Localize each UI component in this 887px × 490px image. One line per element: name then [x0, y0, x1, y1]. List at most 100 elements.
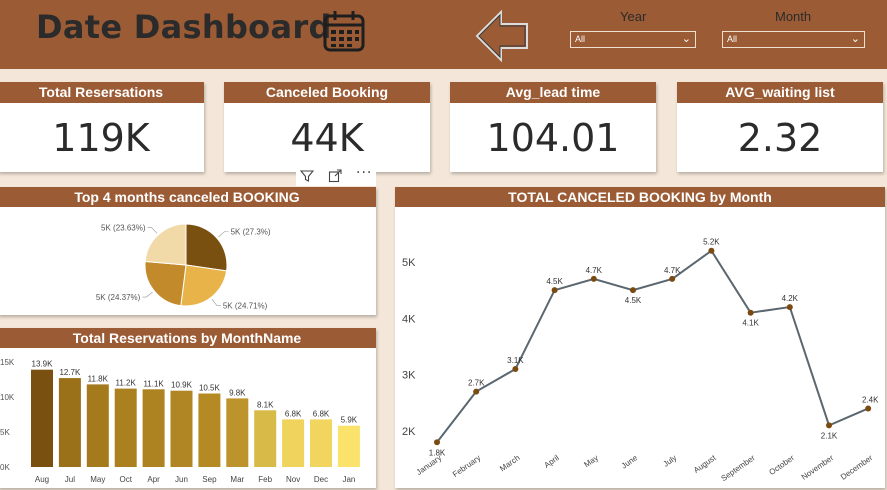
- bar-data-label: 8.1K: [257, 400, 274, 409]
- x-tick-label: August: [692, 453, 718, 475]
- series-line: [436, 249, 869, 443]
- bar[interactable]: [114, 388, 137, 467]
- pie-leader-line: [147, 227, 158, 234]
- bar[interactable]: [198, 393, 221, 468]
- point-data-label: 2.4K: [862, 395, 879, 404]
- pie-leader-line: [142, 291, 153, 298]
- back-arrow-icon[interactable]: [475, 10, 529, 62]
- point-data-label: 2.7K: [468, 379, 485, 388]
- pie-leader-line: [211, 299, 221, 306]
- year-slicer-value: All: [575, 34, 586, 44]
- header-bar: Date Dashboard Year All ⌄ Month All ⌄: [0, 0, 887, 69]
- x-tick-label: February: [451, 453, 482, 479]
- x-tick-label: Aug: [35, 475, 49, 484]
- bar[interactable]: [58, 378, 81, 467]
- bar[interactable]: [337, 425, 360, 467]
- pie-slice-label: 5K (24.71%): [223, 302, 268, 311]
- point-data-label: 4.5K: [625, 296, 642, 305]
- x-tick-label: April: [542, 453, 560, 470]
- point-data-label: 1.8K: [429, 448, 446, 457]
- x-tick-label: Jun: [175, 475, 188, 484]
- bar-data-label: 10.5K: [199, 384, 221, 393]
- kpi-value: 2.32: [737, 116, 823, 160]
- bar[interactable]: [226, 398, 249, 467]
- line-chart: 5K4K3K2K1.8KJanuary2.7KFebruary3.1KMarch…: [402, 238, 879, 483]
- point-data-label: 3.1K: [507, 356, 524, 365]
- line-point[interactable]: [826, 422, 832, 429]
- bar-chart-title: Total Reservations by MonthName: [0, 328, 376, 348]
- x-tick-label: November: [800, 453, 836, 482]
- line-point[interactable]: [669, 275, 676, 282]
- bar-data-label: 6.8K: [313, 409, 330, 418]
- y-tick-label: 4K: [402, 313, 416, 325]
- line-point[interactable]: [590, 275, 597, 282]
- calendar-icon: [323, 11, 365, 52]
- visual-header-toolbar: ···: [296, 165, 376, 186]
- bar[interactable]: [142, 389, 165, 467]
- month-slicer[interactable]: All ⌄: [722, 31, 865, 48]
- x-tick-label: Oct: [119, 475, 132, 484]
- focus-mode-icon[interactable]: [328, 169, 342, 183]
- y-tick-label: 0K: [0, 463, 10, 472]
- point-data-label: 5.2K: [703, 238, 720, 247]
- bar[interactable]: [282, 419, 305, 467]
- x-tick-label: May: [582, 453, 600, 469]
- bar[interactable]: [31, 369, 53, 467]
- pie-slice-label: 5K (27.3%): [231, 228, 271, 237]
- page-title: Date Dashboard: [36, 8, 332, 46]
- y-tick-label: 10K: [0, 393, 15, 402]
- bar-chart: 15K 10K 5K 0K 13.9K Aug 12.7K Jul 11.8K May 11.2K O…: [0, 358, 360, 484]
- line-point[interactable]: [865, 405, 872, 412]
- x-tick-label: Nov: [286, 475, 300, 484]
- y-tick-label: 3K: [402, 370, 416, 382]
- pie-chart-title: Top 4 months canceled BOOKING: [0, 187, 376, 207]
- x-tick-label: Apr: [147, 475, 160, 484]
- point-data-label: 4.1K: [742, 319, 759, 328]
- bar[interactable]: [86, 384, 109, 467]
- line-point[interactable]: [551, 287, 558, 294]
- pie-slice-label: 5K (23.63%): [101, 223, 146, 232]
- bar-data-label: 9.8K: [229, 388, 246, 397]
- line-point[interactable]: [747, 309, 754, 316]
- more-options-icon[interactable]: ···: [356, 165, 373, 181]
- pie-slice[interactable]: [144, 260, 187, 307]
- point-data-label: 4.7K: [664, 266, 681, 275]
- bar-data-label: 11.8K: [88, 374, 109, 383]
- kpi-value: 119K: [52, 116, 150, 160]
- line-point[interactable]: [708, 247, 715, 254]
- bar[interactable]: [254, 410, 277, 467]
- bar-data-label: 13.9K: [32, 360, 54, 369]
- kpi-card-canceled-booking: Canceled Booking 44K: [224, 82, 430, 172]
- bar-data-label: 11.1K: [143, 379, 164, 388]
- y-tick-label: 5K: [0, 428, 10, 437]
- kpi-value: 104.01: [486, 116, 620, 160]
- year-slicer[interactable]: All ⌄: [570, 31, 696, 48]
- pie-slice[interactable]: [144, 223, 187, 266]
- bar-data-label: 5.9K: [341, 416, 358, 425]
- pie-slice[interactable]: [185, 223, 228, 272]
- bar[interactable]: [310, 419, 332, 467]
- x-tick-label: September: [720, 453, 757, 483]
- x-tick-label: Jul: [65, 475, 75, 484]
- month-slicer-label: Month: [775, 9, 812, 24]
- line-point[interactable]: [473, 388, 480, 395]
- x-tick-label: December: [839, 453, 875, 482]
- line-point[interactable]: [512, 366, 519, 373]
- chevron-down-icon: ⌄: [850, 33, 860, 45]
- kpi-card-avg-lead-time: Avg_lead time 104.01: [450, 82, 656, 172]
- x-tick-label: June: [620, 453, 640, 471]
- bar[interactable]: [170, 390, 193, 467]
- x-tick-label: Jan: [342, 475, 355, 484]
- line-chart-title: TOTAL CANCELED BOOKING by Month: [395, 187, 885, 207]
- pie-slice[interactable]: [180, 264, 228, 307]
- x-tick-label: March: [498, 453, 521, 473]
- x-tick-label: October: [767, 453, 796, 477]
- y-tick-label: 5K: [402, 257, 416, 269]
- point-data-label: 4.7K: [586, 266, 603, 275]
- line-point[interactable]: [434, 439, 440, 446]
- line-point[interactable]: [786, 304, 793, 311]
- year-slicer-label: Year: [620, 9, 647, 24]
- line-point[interactable]: [630, 287, 636, 294]
- kpi-label: Total Resersations: [0, 82, 204, 103]
- filter-icon[interactable]: [300, 169, 314, 183]
